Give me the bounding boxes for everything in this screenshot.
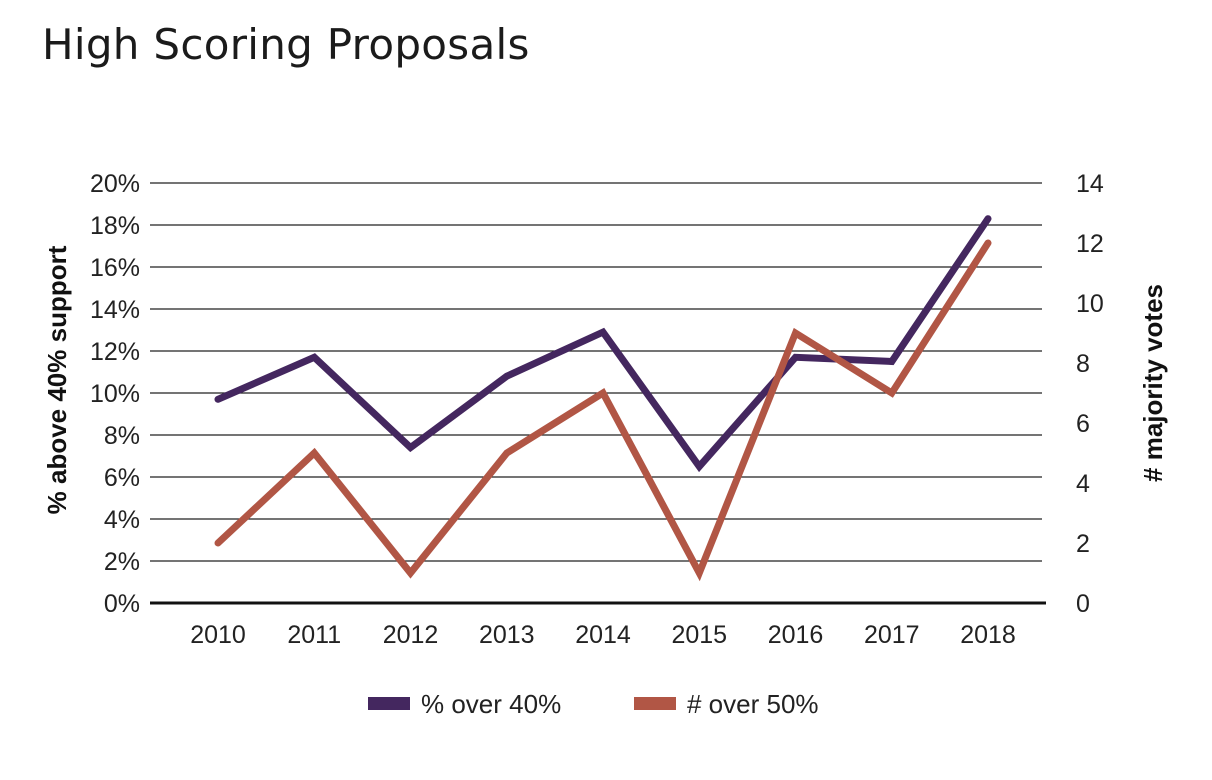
data-point	[216, 397, 220, 402]
data-point	[986, 241, 990, 245]
x-tick-label: 2011	[287, 621, 341, 649]
left-tick-label: 6%	[104, 464, 140, 492]
left-tick-label: 4%	[104, 506, 140, 534]
right-tick-label: 10	[1076, 290, 1104, 318]
left-tick-label: 2%	[104, 548, 140, 576]
right-axis-title: # majority votes	[1138, 284, 1168, 482]
series-line-1	[214, 215, 992, 473]
right-tick-label: 4	[1076, 470, 1090, 498]
left-tick-label: 16%	[90, 254, 140, 282]
right-tick-label: 14	[1076, 170, 1104, 198]
data-point	[601, 330, 605, 335]
legend: % over 40% # over 50%	[368, 689, 819, 719]
data-point	[504, 374, 509, 379]
data-point	[504, 451, 509, 455]
x-tick-label: 2010	[190, 621, 246, 649]
data-point	[408, 571, 413, 575]
left-tick-label: 0%	[104, 590, 140, 618]
x-tick-label: 2012	[383, 621, 439, 649]
right-axis-ticks: 0 2 4 6 8 10 12 14	[1076, 170, 1104, 618]
left-tick-label: 18%	[90, 212, 140, 240]
data-point	[986, 216, 990, 221]
data-point	[216, 541, 220, 545]
series-line-2	[214, 239, 992, 582]
data-point	[889, 391, 894, 395]
gridlines	[150, 182, 1046, 605]
data-point	[312, 355, 317, 360]
legend-label: # over 50%	[687, 689, 819, 719]
data-point	[697, 571, 702, 575]
right-tick-label: 0	[1076, 590, 1090, 618]
data-point	[889, 359, 894, 364]
right-tick-label: 2	[1076, 530, 1090, 558]
left-axis-ticks: 0% 2% 4% 6% 8% 10% 12% 14% 16% 18% 20%	[90, 170, 140, 618]
legend-label: % over 40%	[421, 689, 561, 719]
left-tick-label: 8%	[104, 422, 140, 450]
data-point	[793, 331, 798, 335]
data-point	[408, 445, 413, 450]
x-tick-label: 2017	[864, 621, 920, 649]
right-tick-label: 6	[1076, 410, 1090, 438]
data-point	[312, 451, 317, 455]
x-tick-label: 2016	[768, 621, 824, 649]
page-title: High Scoring Proposals	[42, 20, 530, 69]
data-point	[601, 391, 605, 395]
x-axis-ticks: 2010 2011 2012 2013 2014 2015 2016 2017 2018	[190, 621, 1016, 649]
legend-swatch	[634, 697, 676, 710]
left-tick-label: 20%	[90, 170, 140, 198]
right-tick-label: 12	[1076, 230, 1104, 258]
left-axis-title: % above 40% support	[42, 245, 72, 514]
data-point	[793, 355, 798, 360]
legend-swatch	[368, 697, 410, 710]
x-tick-label: 2015	[671, 621, 727, 649]
series-lines	[214, 215, 992, 582]
left-tick-label: 10%	[90, 380, 140, 408]
right-tick-label: 8	[1076, 350, 1090, 378]
left-tick-label: 14%	[90, 296, 140, 324]
x-tick-label: 2013	[479, 621, 535, 649]
left-tick-label: 12%	[90, 338, 140, 366]
x-tick-label: 2018	[960, 621, 1016, 649]
data-point	[697, 464, 702, 469]
x-tick-label: 2014	[575, 621, 631, 649]
